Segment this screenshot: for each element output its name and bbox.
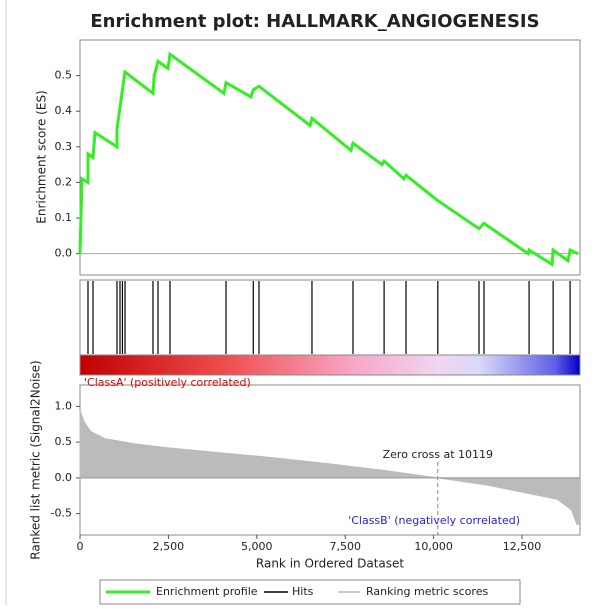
x-tick-label: 0 [77, 540, 84, 553]
legend-es: Enrichment profile [156, 585, 258, 598]
legend [99, 579, 521, 605]
metric-area [79, 409, 580, 525]
x-tick-label: 7,500 [329, 540, 361, 553]
x-tick-label: 10,000 [414, 540, 453, 553]
y-tick-label: 0.3 [55, 140, 73, 153]
y-tick-label: 0.5 [55, 435, 73, 448]
neg-label: 'ClassB' (negatively correlated) [348, 514, 520, 527]
es-panel [79, 39, 581, 276]
zero-cross-label: Zero cross at 10119 [383, 448, 493, 461]
x-tick-label: 12,500 [503, 540, 542, 553]
pos-label: 'ClassA' (positively correlated) [84, 376, 251, 389]
legend-hits: Hits [292, 585, 314, 598]
y-tick-label: 1.0 [55, 399, 73, 412]
es-line [78, 51, 579, 267]
metric-ylabel: Ranked list metric (Signal2Noise) [29, 360, 43, 559]
chart-title: Enrichment plot: HALLMARK_ANGIOGENESIS [90, 11, 539, 32]
y-tick-label: -0.5 [51, 507, 72, 520]
x-tick-label: 5,000 [241, 540, 273, 553]
y-tick-label: 0.4 [55, 104, 73, 117]
y-tick-label: 0.0 [55, 471, 73, 484]
color-bar [79, 354, 581, 376]
x-tick-label: 2,500 [153, 540, 185, 553]
y-tick-label: 0.2 [55, 175, 73, 188]
x-axis-label: Rank in Ordered Dataset [256, 557, 404, 571]
es-ylabel: Enrichment score (ES) [35, 90, 49, 223]
y-tick-label: 0.5 [55, 69, 73, 82]
legend-metric: Ranking metric scores [366, 585, 488, 598]
y-tick-label: 0.1 [55, 211, 73, 224]
y-tick-label: 0.0 [55, 247, 73, 260]
